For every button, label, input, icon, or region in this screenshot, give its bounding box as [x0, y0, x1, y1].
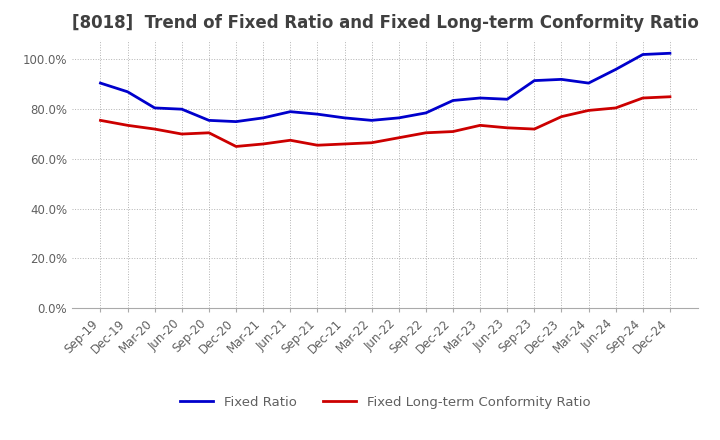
Fixed Long-term Conformity Ratio — [503, 125, 511, 131]
Fixed Long-term Conformity Ratio — [557, 114, 566, 119]
Fixed Ratio — [557, 77, 566, 82]
Fixed Long-term Conformity Ratio — [449, 129, 457, 134]
Fixed Ratio — [178, 106, 186, 112]
Fixed Long-term Conformity Ratio — [204, 130, 213, 136]
Fixed Ratio — [665, 51, 674, 56]
Fixed Long-term Conformity Ratio — [313, 143, 322, 148]
Fixed Long-term Conformity Ratio — [259, 141, 268, 147]
Fixed Ratio — [232, 119, 240, 124]
Fixed Long-term Conformity Ratio — [286, 138, 294, 143]
Fixed Long-term Conformity Ratio — [367, 140, 376, 145]
Fixed Long-term Conformity Ratio — [421, 130, 430, 136]
Fixed Long-term Conformity Ratio — [178, 132, 186, 137]
Fixed Ratio — [259, 115, 268, 121]
Fixed Ratio — [449, 98, 457, 103]
Fixed Ratio — [395, 115, 403, 121]
Fixed Long-term Conformity Ratio — [395, 135, 403, 140]
Fixed Ratio — [204, 118, 213, 123]
Legend: Fixed Ratio, Fixed Long-term Conformity Ratio: Fixed Ratio, Fixed Long-term Conformity … — [175, 391, 595, 414]
Fixed Long-term Conformity Ratio — [530, 126, 539, 132]
Fixed Ratio — [503, 97, 511, 102]
Fixed Long-term Conformity Ratio — [476, 123, 485, 128]
Fixed Ratio — [367, 118, 376, 123]
Fixed Ratio — [530, 78, 539, 83]
Fixed Long-term Conformity Ratio — [96, 118, 105, 123]
Fixed Ratio — [584, 81, 593, 86]
Fixed Ratio — [150, 105, 159, 110]
Fixed Ratio — [611, 67, 620, 72]
Fixed Ratio — [421, 110, 430, 116]
Fixed Ratio — [639, 52, 647, 57]
Line: Fixed Ratio: Fixed Ratio — [101, 53, 670, 121]
Fixed Long-term Conformity Ratio — [341, 141, 349, 147]
Fixed Ratio — [286, 109, 294, 114]
Fixed Ratio — [123, 89, 132, 95]
Title: [8018]  Trend of Fixed Ratio and Fixed Long-term Conformity Ratio: [8018] Trend of Fixed Ratio and Fixed Lo… — [72, 15, 698, 33]
Fixed Long-term Conformity Ratio — [150, 126, 159, 132]
Fixed Ratio — [96, 81, 105, 86]
Fixed Long-term Conformity Ratio — [665, 94, 674, 99]
Fixed Long-term Conformity Ratio — [584, 108, 593, 113]
Fixed Long-term Conformity Ratio — [232, 144, 240, 149]
Line: Fixed Long-term Conformity Ratio: Fixed Long-term Conformity Ratio — [101, 97, 670, 147]
Fixed Ratio — [313, 111, 322, 117]
Fixed Long-term Conformity Ratio — [611, 105, 620, 110]
Fixed Ratio — [476, 95, 485, 101]
Fixed Long-term Conformity Ratio — [639, 95, 647, 101]
Fixed Ratio — [341, 115, 349, 121]
Fixed Long-term Conformity Ratio — [123, 123, 132, 128]
